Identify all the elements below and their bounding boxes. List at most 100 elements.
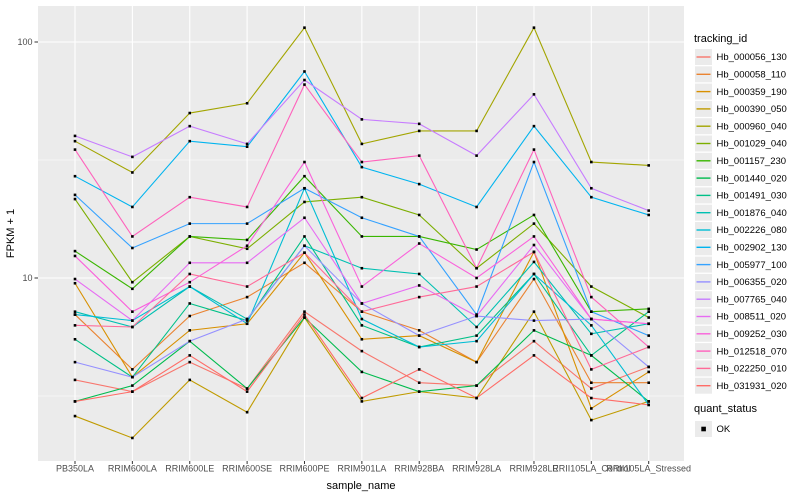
x-tick-label: RRIM928BA	[394, 464, 444, 474]
x-tick-labels: PB350LA RRIM600LA RRIM600LE RRIM600SE RRIM60…	[56, 464, 691, 474]
data-point	[360, 337, 364, 341]
data-point	[360, 160, 364, 164]
data-point	[417, 242, 421, 245]
data-point	[475, 276, 478, 280]
data-point	[188, 261, 192, 265]
data-point	[647, 307, 650, 311]
data-point	[360, 349, 364, 353]
data-point	[532, 148, 536, 151]
data-point	[131, 171, 134, 174]
legend-quant-status: quant_status OK	[694, 403, 757, 437]
data-point	[303, 216, 306, 220]
legend-label: Hb_012518_070	[717, 346, 787, 357]
data-point	[475, 360, 478, 364]
data-point	[73, 324, 77, 327]
data-point	[475, 205, 478, 209]
data-point	[590, 354, 593, 357]
data-point	[532, 329, 536, 332]
data-point	[417, 154, 421, 157]
data-point	[417, 295, 421, 299]
data-point	[188, 272, 192, 276]
x-tick-label: RRII105LA_Stressed	[606, 464, 691, 474]
data-point	[131, 235, 134, 238]
data-point	[475, 384, 478, 387]
data-point	[360, 400, 364, 403]
data-point	[647, 334, 650, 337]
data-point	[590, 418, 593, 422]
data-point	[360, 310, 364, 313]
data-point	[73, 139, 77, 143]
data-point	[245, 261, 249, 265]
data-point	[360, 165, 364, 169]
plot-panel	[38, 6, 684, 461]
data-point	[303, 83, 306, 86]
x-tick-label: RRIM928LE	[509, 464, 558, 474]
data-point	[188, 354, 192, 357]
data-point	[188, 329, 192, 332]
data-point	[73, 400, 77, 403]
data-point	[245, 238, 249, 242]
data-point	[590, 160, 593, 164]
data-point	[245, 285, 249, 288]
data-point	[590, 310, 593, 313]
data-point	[647, 370, 650, 374]
data-point	[475, 339, 478, 343]
data-point	[360, 195, 364, 199]
data-point	[245, 317, 249, 321]
legend-tracking-id: tracking_id Hb_000056_130Hb_000058_110Hb…	[694, 33, 787, 394]
x-tick-label: RRIM600PE	[279, 464, 329, 474]
data-point	[188, 139, 192, 143]
data-point	[245, 387, 249, 390]
data-point	[532, 339, 536, 343]
legend-label: Hb_031931_020	[717, 381, 787, 392]
gridlines-major	[38, 6, 684, 461]
data-point	[532, 319, 536, 322]
data-point	[647, 213, 650, 217]
data-point	[417, 213, 421, 217]
data-point	[73, 414, 77, 418]
data-point	[245, 390, 249, 393]
data-point	[131, 205, 134, 209]
legend-label: Hb_000056_130	[717, 52, 787, 63]
data-point	[590, 285, 593, 288]
data-point	[590, 195, 593, 199]
data-point	[360, 370, 364, 374]
data-point	[590, 186, 593, 190]
data-point	[188, 195, 192, 199]
data-point	[73, 378, 77, 382]
data-point	[647, 381, 650, 385]
data-point	[245, 142, 249, 146]
data-point	[245, 322, 249, 326]
data-point	[475, 334, 478, 337]
legend-label: Hb_001876_040	[717, 208, 787, 219]
data-point	[532, 235, 536, 238]
data-point	[532, 160, 536, 164]
data-point	[417, 235, 421, 238]
data-point	[532, 222, 536, 225]
data-point	[647, 400, 650, 403]
data-point	[417, 182, 421, 186]
data-point	[647, 310, 650, 313]
data-point	[188, 339, 192, 343]
legend2-entries: OK	[695, 421, 731, 437]
data-point	[590, 387, 593, 390]
data-point	[532, 277, 536, 281]
data-point	[245, 295, 249, 299]
data-point	[360, 216, 364, 220]
data-point	[131, 384, 134, 387]
data-point	[532, 213, 536, 217]
x-axis-title: sample_name	[326, 480, 395, 492]
data-point	[360, 118, 364, 121]
data-point	[245, 222, 249, 225]
data-point	[475, 154, 478, 157]
x-tick-label: RRII105LA_Control	[552, 464, 630, 474]
y-tick-labels: 100 10	[17, 37, 32, 283]
data-point	[590, 332, 593, 336]
legend-label: Hb_002902_130	[717, 243, 787, 254]
data-point	[303, 160, 306, 164]
data-point	[303, 235, 306, 238]
data-point	[131, 390, 134, 393]
data-point	[475, 129, 478, 133]
data-point	[73, 249, 77, 253]
